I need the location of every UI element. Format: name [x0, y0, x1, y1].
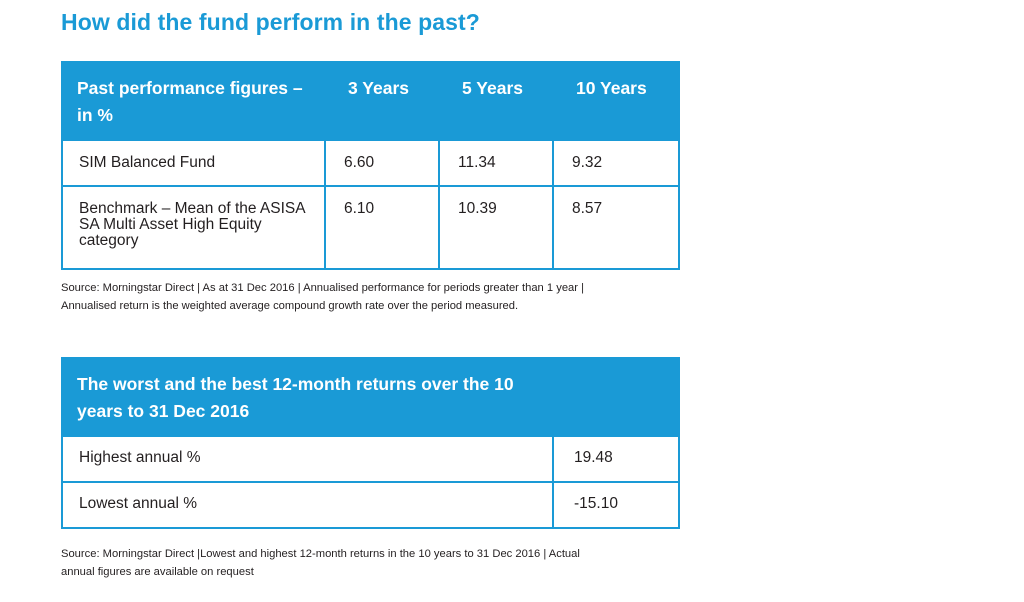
value-5-years: 11.34 — [438, 139, 554, 187]
table-row: Benchmark – Mean of the ASISA SA Multi A… — [61, 185, 680, 270]
column-header-3-years: 3 Years — [324, 61, 440, 141]
row-value: -15.10 — [552, 481, 680, 529]
page-title: How did the fund perform in the past? — [61, 9, 480, 35]
returns-table-header-blank — [552, 357, 680, 437]
performance-source-note: Source: Morningstar Direct | As at 31 De… — [61, 282, 584, 312]
table-header-row: The worst and the best 12-month returns … — [61, 357, 680, 437]
row-label: SIM Balanced Fund — [61, 139, 326, 187]
row-label: Benchmark – Mean of the ASISA SA Multi A… — [61, 185, 326, 270]
column-header-10-years: 10 Years — [552, 61, 680, 141]
column-header-description: Past performance figures – in % — [61, 61, 326, 141]
value-10-years: 8.57 — [552, 185, 680, 270]
row-value: 19.48 — [552, 435, 680, 483]
row-label: Highest annual % — [61, 435, 554, 483]
table-row: SIM Balanced Fund 6.60 11.34 9.32 — [61, 139, 680, 187]
value-5-years: 10.39 — [438, 185, 554, 270]
returns-source-note: Source: Morningstar Direct |Lowest and h… — [61, 548, 580, 578]
table-row: Highest annual % 19.48 — [61, 435, 680, 483]
table-row: Lowest annual % -15.10 — [61, 481, 680, 529]
table-header-row: Past performance figures – in % 3 Years … — [61, 61, 680, 141]
past-performance-table: Past performance figures – in % 3 Years … — [61, 61, 680, 270]
returns-table: The worst and the best 12-month returns … — [61, 357, 680, 529]
value-10-years: 9.32 — [552, 139, 680, 187]
value-3-years: 6.10 — [324, 185, 440, 270]
returns-table-heading: The worst and the best 12-month returns … — [61, 357, 554, 437]
row-label: Lowest annual % — [61, 481, 554, 529]
column-header-5-years: 5 Years — [438, 61, 554, 141]
value-3-years: 6.60 — [324, 139, 440, 187]
